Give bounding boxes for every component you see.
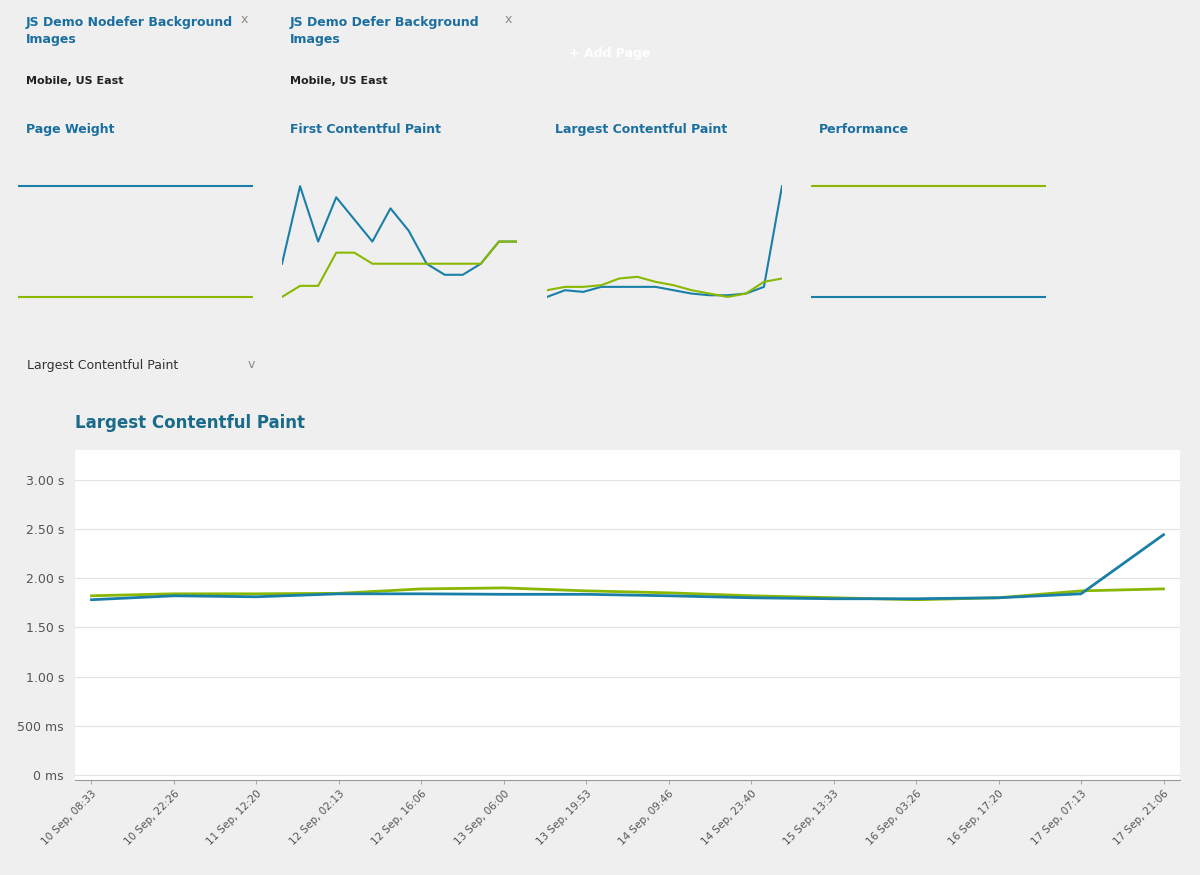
- Text: First Contentful Paint: First Contentful Paint: [290, 123, 440, 136]
- Text: JS Demo Defer Background
Images: JS Demo Defer Background Images: [290, 16, 480, 46]
- Text: Performance: Performance: [818, 123, 908, 136]
- Text: x: x: [504, 13, 511, 26]
- Text: Largest Contentful Paint: Largest Contentful Paint: [74, 414, 305, 432]
- Text: Largest Contentful Paint: Largest Contentful Paint: [26, 359, 178, 372]
- Text: Page Weight: Page Weight: [26, 123, 114, 136]
- Text: v: v: [247, 359, 254, 372]
- Text: JS Demo Nodefer Background
Images: JS Demo Nodefer Background Images: [26, 16, 233, 46]
- Text: Mobile, US East: Mobile, US East: [290, 76, 388, 87]
- Text: Largest Contentful Paint: Largest Contentful Paint: [554, 123, 727, 136]
- Text: x: x: [240, 13, 247, 26]
- Text: + Add Page: + Add Page: [569, 46, 650, 60]
- Text: Mobile, US East: Mobile, US East: [26, 76, 124, 87]
